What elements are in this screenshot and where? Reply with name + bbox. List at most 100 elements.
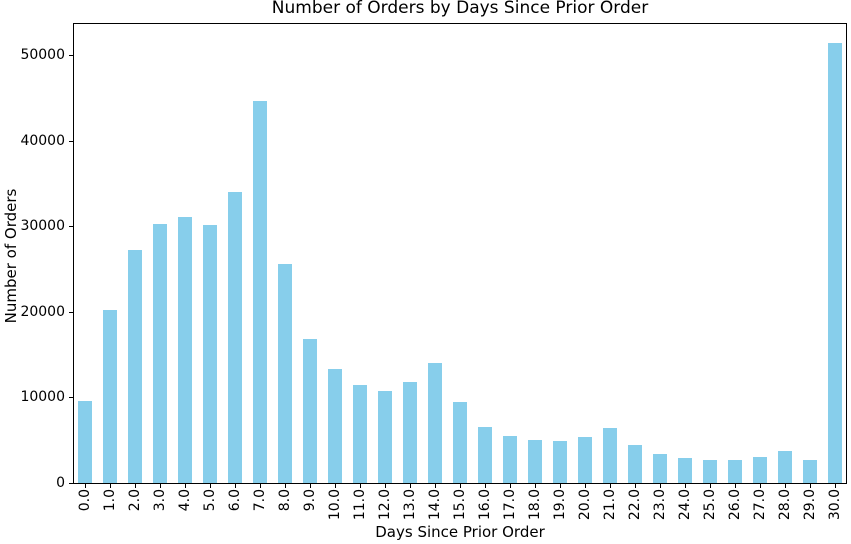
x-tick-label: 15.0 — [452, 489, 468, 521]
x-tick-label: 14.0 — [427, 489, 443, 521]
x-tick-label: 17.0 — [502, 489, 518, 521]
x-axis-label: Days Since Prior Order — [375, 523, 545, 541]
bar-19.0 — [553, 441, 567, 483]
x-tick-label: 13.0 — [402, 489, 418, 521]
x-tick-label: 11.0 — [352, 489, 368, 521]
bar-7.0 — [253, 101, 267, 483]
bar-26.0 — [728, 460, 742, 483]
bar-17.0 — [503, 436, 517, 483]
y-tick-label: 30000 — [20, 218, 65, 234]
x-tick-label: 0.0 — [77, 489, 93, 512]
bar-28.0 — [778, 451, 792, 483]
x-tick-label: 6.0 — [227, 489, 243, 512]
y-tick-mark — [69, 312, 73, 313]
x-tick-label: 21.0 — [602, 489, 618, 521]
x-tick-mark — [610, 484, 611, 488]
x-tick-mark — [260, 484, 261, 488]
x-tick-label: 25.0 — [702, 489, 718, 521]
x-tick-mark — [735, 484, 736, 488]
x-tick-mark — [210, 484, 211, 488]
x-tick-mark — [460, 484, 461, 488]
x-tick-mark — [810, 484, 811, 488]
x-tick-mark — [560, 484, 561, 488]
x-tick-mark — [585, 484, 586, 488]
x-tick-mark — [435, 484, 436, 488]
bar-29.0 — [803, 460, 817, 483]
x-tick-mark — [485, 484, 486, 488]
plot-area — [73, 23, 847, 484]
bar-5.0 — [203, 225, 217, 483]
y-tick-label: 10000 — [20, 389, 65, 405]
x-tick-mark — [185, 484, 186, 488]
x-tick-label: 1.0 — [102, 489, 118, 512]
x-tick-mark — [835, 484, 836, 488]
x-tick-label: 2.0 — [127, 489, 143, 512]
x-tick-label: 27.0 — [752, 489, 768, 521]
bar-0.0 — [78, 401, 92, 483]
x-tick-label: 30.0 — [827, 489, 843, 521]
bar-25.0 — [703, 460, 717, 483]
x-tick-label: 4.0 — [177, 489, 193, 512]
bar-10.0 — [328, 369, 342, 483]
x-tick-mark — [385, 484, 386, 488]
x-tick-mark — [85, 484, 86, 488]
x-tick-mark — [160, 484, 161, 488]
x-tick-label: 22.0 — [627, 489, 643, 521]
bar-8.0 — [278, 264, 292, 483]
x-tick-mark — [785, 484, 786, 488]
y-tick-mark — [69, 141, 73, 142]
bar-4.0 — [178, 217, 192, 483]
x-tick-mark — [310, 484, 311, 488]
x-tick-mark — [335, 484, 336, 488]
x-tick-mark — [285, 484, 286, 488]
bar-9.0 — [303, 339, 317, 483]
x-tick-mark — [235, 484, 236, 488]
x-tick-label: 18.0 — [527, 489, 543, 521]
x-tick-mark — [510, 484, 511, 488]
x-tick-label: 23.0 — [652, 489, 668, 521]
bar-3.0 — [153, 224, 167, 483]
x-tick-mark — [410, 484, 411, 488]
bar-27.0 — [753, 457, 767, 483]
bar-2.0 — [128, 250, 142, 483]
chart-title: Number of Orders by Days Since Prior Ord… — [271, 0, 649, 18]
y-tick-label: 40000 — [20, 133, 65, 149]
y-tick-mark — [69, 483, 73, 484]
bar-14.0 — [428, 363, 442, 483]
x-tick-mark — [760, 484, 761, 488]
x-tick-mark — [135, 484, 136, 488]
x-tick-label: 20.0 — [577, 489, 593, 521]
bar-18.0 — [528, 440, 542, 483]
x-tick-label: 12.0 — [377, 489, 393, 521]
x-tick-mark — [685, 484, 686, 488]
y-tick-label: 20000 — [20, 304, 65, 320]
x-tick-mark — [535, 484, 536, 488]
y-tick-label: 0 — [56, 475, 65, 491]
y-tick-mark — [69, 55, 73, 56]
x-tick-label: 9.0 — [302, 489, 318, 512]
bar-30.0 — [828, 43, 842, 483]
bar-21.0 — [603, 428, 617, 483]
x-tick-label: 5.0 — [202, 489, 218, 512]
x-tick-mark — [360, 484, 361, 488]
x-tick-label: 16.0 — [477, 489, 493, 521]
bar-1.0 — [103, 310, 117, 483]
x-tick-label: 26.0 — [727, 489, 743, 521]
x-tick-mark — [110, 484, 111, 488]
bar-6.0 — [228, 192, 242, 483]
bar-12.0 — [378, 391, 392, 483]
x-tick-label: 8.0 — [277, 489, 293, 512]
bar-11.0 — [353, 385, 367, 483]
bar-15.0 — [453, 402, 467, 483]
x-tick-mark — [635, 484, 636, 488]
x-tick-label: 29.0 — [802, 489, 818, 521]
x-tick-mark — [710, 484, 711, 488]
bar-22.0 — [628, 445, 642, 483]
x-tick-label: 10.0 — [327, 489, 343, 521]
x-tick-label: 7.0 — [252, 489, 268, 512]
x-tick-label: 3.0 — [152, 489, 168, 512]
y-tick-mark — [69, 397, 73, 398]
bar-23.0 — [653, 454, 667, 483]
x-tick-label: 19.0 — [552, 489, 568, 521]
